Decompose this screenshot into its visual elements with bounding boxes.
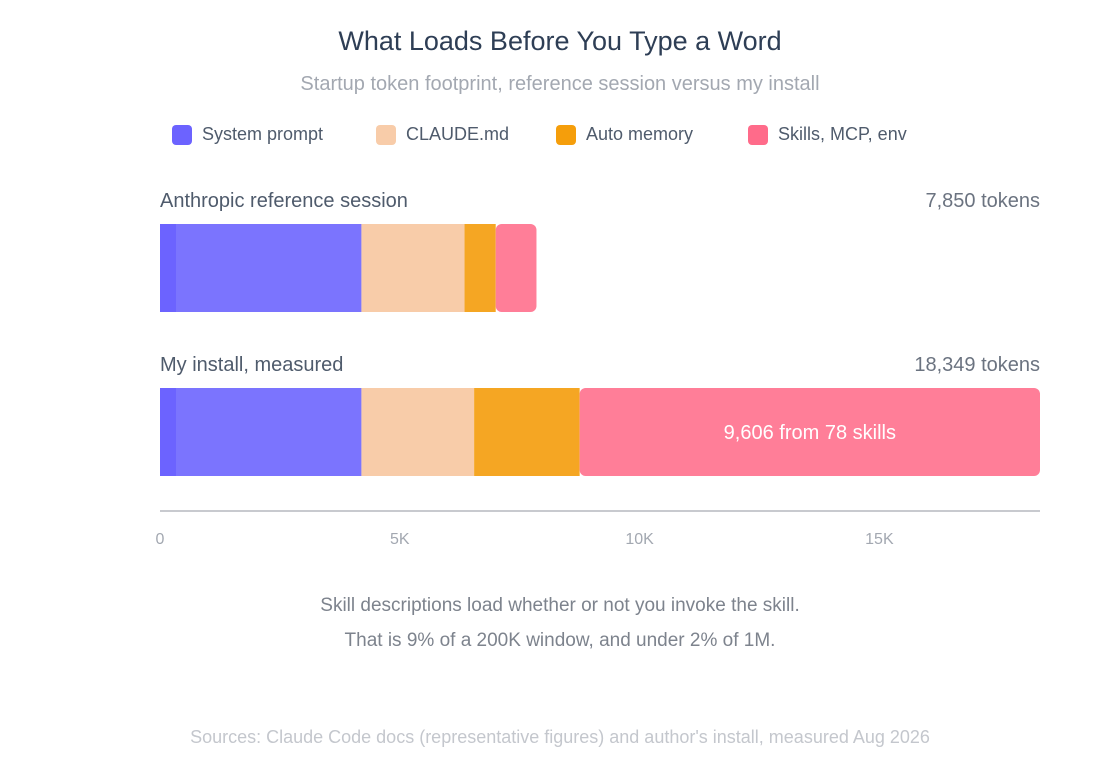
- bar-segment-anthropic-reference-session-system-prompt: [160, 224, 362, 312]
- x-tick-label-15k: 15K: [865, 531, 894, 548]
- row-label-reference: Anthropic reference session: [160, 190, 408, 212]
- chart-title: What Loads Before You Type a Word: [338, 26, 782, 56]
- legend: System prompt CLAUDE.md Auto memory Skil…: [0, 124, 1120, 148]
- bar-annotation-skills: 9,606 from 78 skills: [724, 422, 896, 444]
- row-total-my-install: 18,349 tokens: [914, 354, 1040, 376]
- legend-label-system-prompt: System prompt: [202, 124, 324, 144]
- bar-segment-my-install-measured-skills-mcp-env: [579, 388, 1040, 476]
- x-tick-label-10k: 10K: [625, 531, 654, 548]
- x-tick-label-5k: 5K: [390, 531, 410, 548]
- bar-start-accent-anthropic-reference-session: [160, 224, 176, 312]
- legend-label-claude-md: CLAUDE.md: [406, 124, 510, 144]
- legend-swatch-skills-mcp-env: [748, 124, 768, 145]
- legend-item-skills-mcp-env: Skills, MCP, env: [748, 124, 907, 145]
- legend-swatch-claude-md: [376, 124, 396, 145]
- bar-segment-anthropic-reference-session-claude-md: [361, 224, 465, 312]
- bar-segment-my-install-measured-system-prompt: [160, 388, 362, 476]
- legend-label-skills-mcp-env: Skills, MCP, env: [778, 124, 907, 144]
- bar-segment-my-install-measured-claude-md: [361, 388, 475, 476]
- bar-start-accent-my-install-measured: [160, 388, 176, 476]
- chart-subtitle: Startup token footprint, reference sessi…: [300, 73, 820, 95]
- legend-item-system-prompt: System prompt: [172, 124, 323, 145]
- bar-segment-anthropic-reference-session-skills-mcp-env: [495, 224, 537, 312]
- x-tick-label-0: 0: [156, 531, 165, 548]
- row-total-reference: 7,850 tokens: [925, 190, 1040, 212]
- legend-item-claude-md: CLAUDE.md: [376, 124, 509, 145]
- source-note: Sources: Claude Code docs (representativ…: [190, 727, 930, 747]
- legend-swatch-system-prompt: [172, 124, 192, 145]
- footnote-line-1: Skill descriptions load whether or not y…: [320, 595, 800, 616]
- bar-segment-anthropic-reference-session-auto-memory: [464, 224, 496, 312]
- bar-segment-my-install-measured-auto-memory: [474, 388, 580, 476]
- legend-item-auto-memory: Auto memory: [556, 124, 693, 145]
- footnote-line-2: That is 9% of a 200K window, and under 2…: [344, 630, 776, 651]
- row-label-my-install: My install, measured: [160, 354, 344, 376]
- legend-swatch-auto-memory: [556, 124, 576, 145]
- legend-label-auto-memory: Auto memory: [586, 124, 694, 144]
